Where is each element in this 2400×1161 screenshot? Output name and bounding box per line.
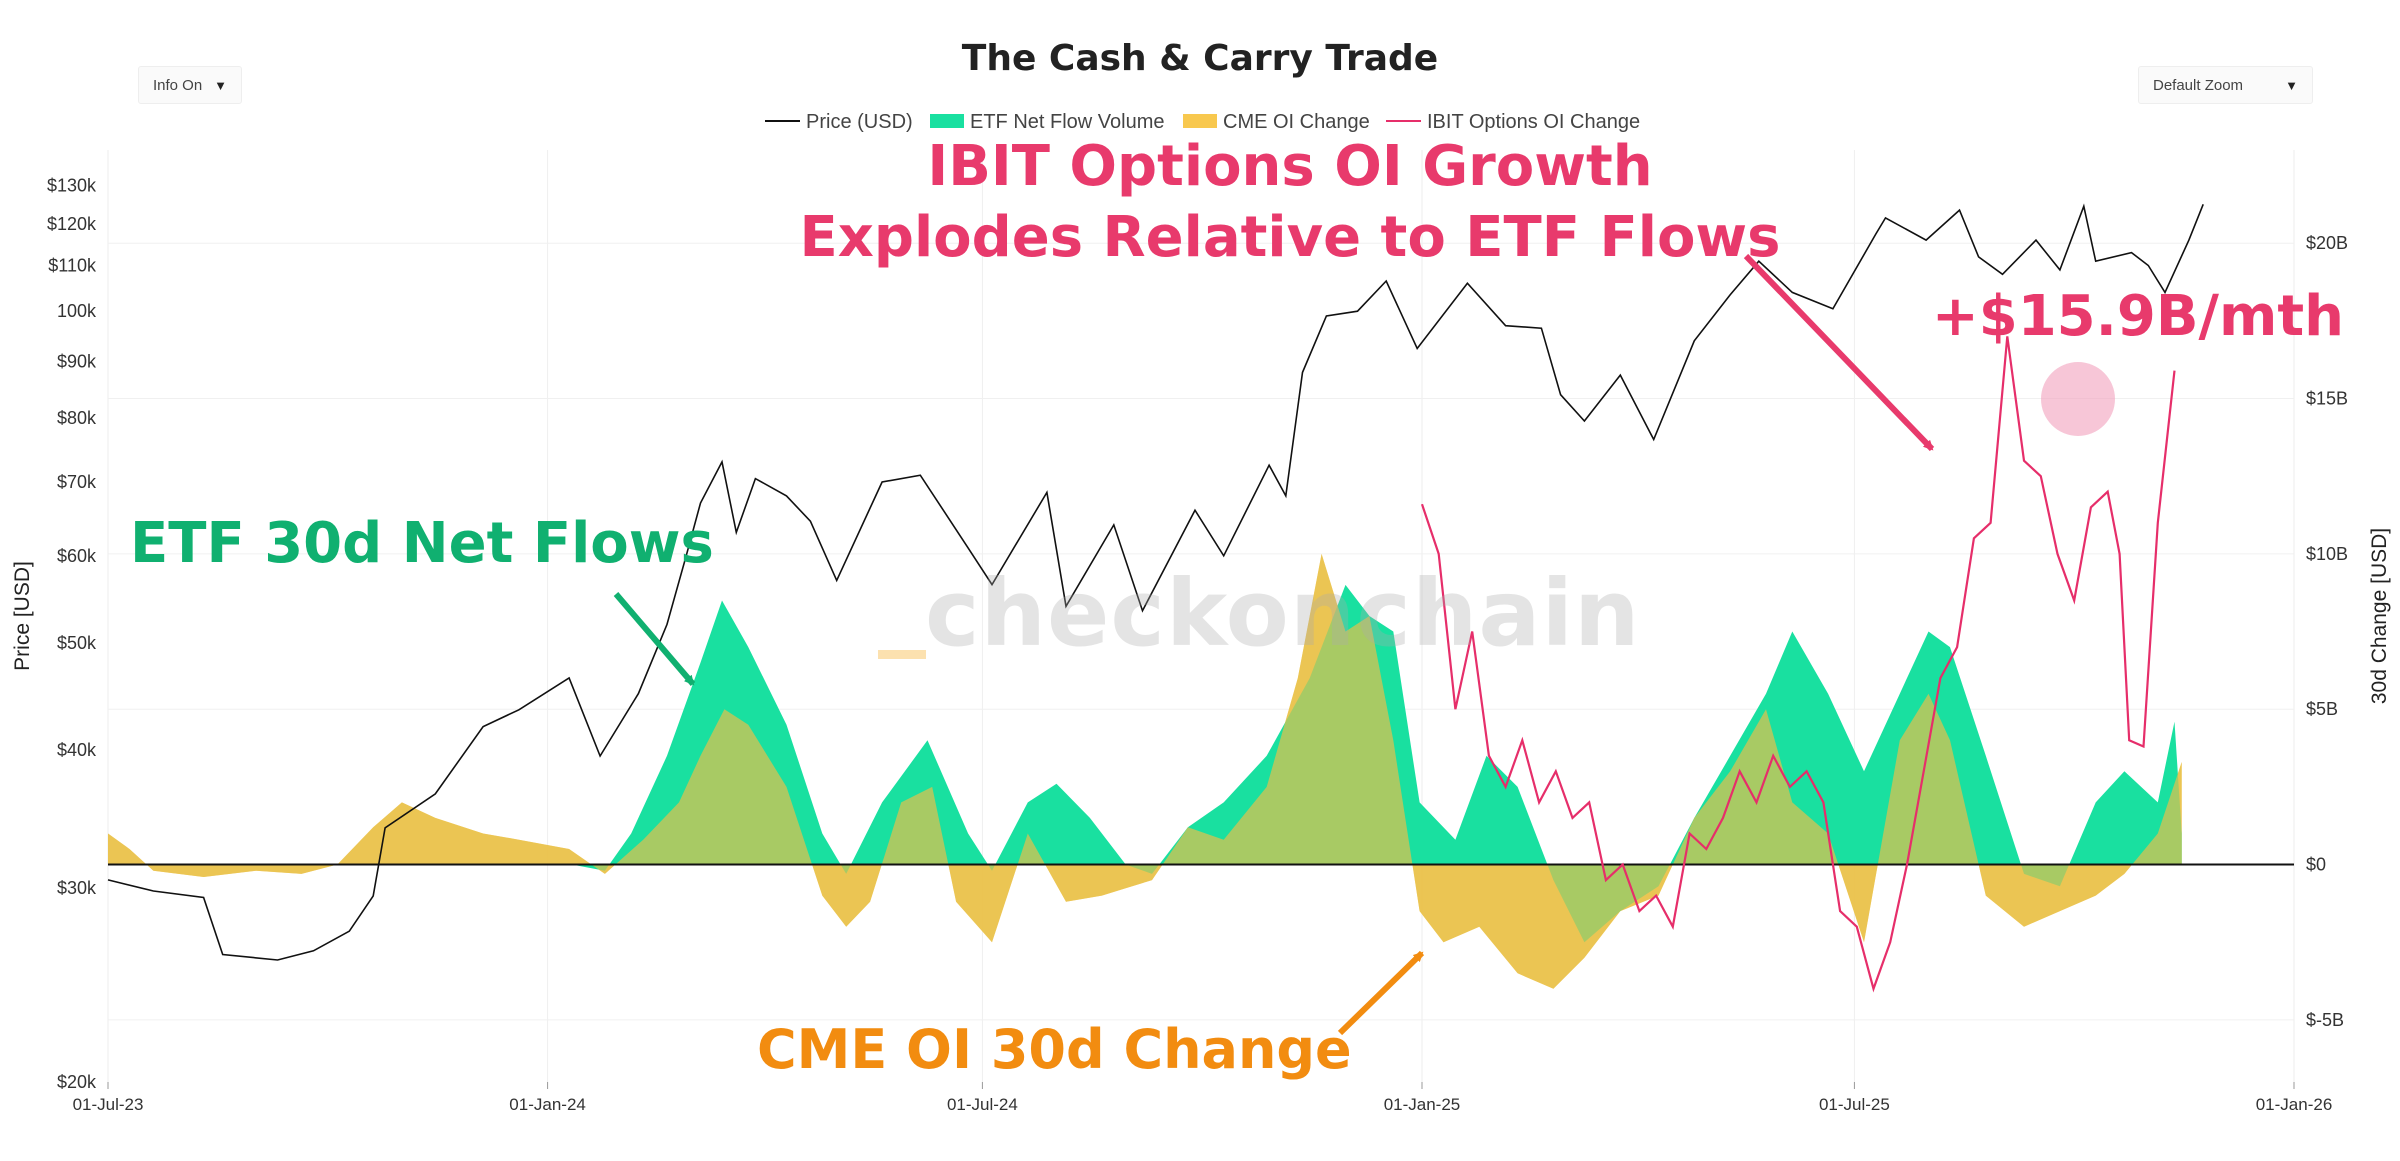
y-tick-label: $60k xyxy=(57,546,97,566)
x-tick-label: 01-Jan-25 xyxy=(1384,1095,1461,1114)
watermark-bar xyxy=(878,650,926,659)
y-tick-label: $90k xyxy=(57,352,97,372)
annotation-ibit-line2: Explodes Relative to ETF Flows xyxy=(800,205,1781,270)
x-tick-label: 01-Jan-26 xyxy=(2256,1095,2333,1114)
annotation-ibit-highlight xyxy=(2041,362,2115,436)
y-tick-label: $80k xyxy=(57,408,97,428)
chevron-down-icon: ▼ xyxy=(2285,77,2298,93)
y-tick-label: $50k xyxy=(57,633,97,653)
x-tick-label: 01-Jul-24 xyxy=(947,1095,1018,1114)
annotation-ibit-value: +$15.9B/mth xyxy=(1932,284,2344,349)
y-tick-label: 100k xyxy=(57,301,97,321)
price-line xyxy=(107,203,2204,961)
y-tick-label: $40k xyxy=(57,740,97,760)
legend-swatch-etf xyxy=(930,114,964,128)
legend-swatch-cme xyxy=(1183,114,1217,128)
chart-title: The Cash & Carry Trade xyxy=(962,38,1438,79)
legend-item-etf[interactable]: ETF Net Flow Volume xyxy=(970,111,1165,133)
legend-item-cme[interactable]: CME OI Change xyxy=(1223,111,1370,133)
y-tick-label: $120k xyxy=(47,214,97,234)
y2-tick-label: $0 xyxy=(2306,855,2326,875)
y2-tick-label: $15B xyxy=(2306,389,2348,409)
legend: Price (USD) ETF Net Flow Volume CME OI C… xyxy=(765,111,1640,133)
annotation-cme-arrow xyxy=(1337,950,1425,1036)
annotation-etf-arrow xyxy=(613,592,696,686)
x-tick-label: 01-Jan-24 xyxy=(509,1095,586,1114)
y2-tick-label: $10B xyxy=(2306,544,2348,564)
legend-item-ibit[interactable]: IBIT Options OI Change xyxy=(1427,111,1640,133)
y-tick-label: $70k xyxy=(57,472,97,492)
info-toggle-label: Info On xyxy=(153,76,203,94)
x-axis: 01-Jul-23 01-Jan-24 01-Jul-24 01-Jan-25 01-J… xyxy=(73,1082,2333,1114)
y-axis-right-label: 30d Change [USD] xyxy=(2368,528,2391,704)
annotation-ibit-line1: IBIT Options OI Growth xyxy=(927,134,1652,199)
y-axis-left: $20k $30k $40k $50k $60k $70k $80k $90k 100k $110… xyxy=(47,175,97,1092)
chevron-down-icon: ▼ xyxy=(214,77,227,93)
ibit-options-oi-line xyxy=(1420,336,2176,993)
x-tick-label: 01-Jul-23 xyxy=(73,1095,144,1114)
y-axis-left-label: Price [USD] xyxy=(11,561,34,671)
legend-item-price[interactable]: Price (USD) xyxy=(806,111,913,133)
y2-tick-label: $5B xyxy=(2306,699,2338,719)
y2-tick-label: $-5B xyxy=(2306,1010,2344,1030)
annotation-ibit-arrow xyxy=(1743,253,1935,452)
y-axis-right: $-5B $0 $5B $10B $15B $20B xyxy=(2306,233,2348,1030)
y-tick-label: $30k xyxy=(57,878,97,898)
y-tick-label: $20k xyxy=(57,1072,97,1092)
annotation-etf-flows: ETF 30d Net Flows xyxy=(130,511,714,576)
y-tick-label: $130k xyxy=(47,175,97,195)
y2-tick-label: $20B xyxy=(2306,233,2348,253)
zoom-label: Default Zoom xyxy=(2153,76,2244,94)
x-tick-label: 01-Jul-25 xyxy=(1819,1095,1890,1114)
cme-oi-change-overlay xyxy=(108,553,2182,989)
annotation-cme-change: CME OI 30d Change xyxy=(757,1018,1352,1081)
zoom-dropdown[interactable]: Default Zoom ▼ xyxy=(2138,66,2313,104)
watermark: checkonchain xyxy=(925,560,1641,667)
y-tick-label: $110k xyxy=(48,256,97,276)
info-toggle-dropdown[interactable]: Info On ▼ xyxy=(138,66,242,104)
